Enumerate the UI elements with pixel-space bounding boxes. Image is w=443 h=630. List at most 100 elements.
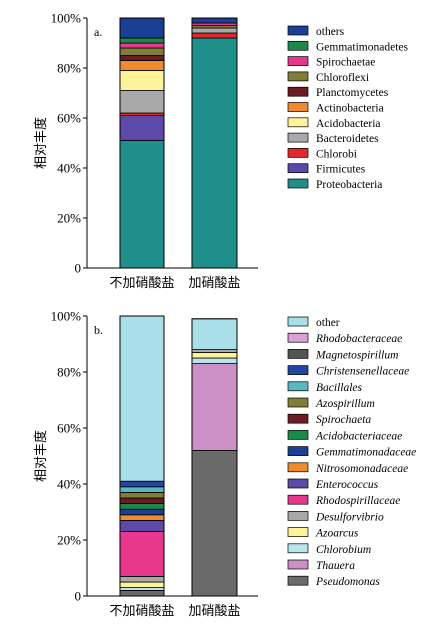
legend-label: Bacteroidetes [316,133,379,145]
legend-swatch [287,132,309,143]
bar-segment-proteobacteria-1 [119,140,165,269]
legend-label: Gemmatimonadetes [316,41,408,53]
legend-swatch [287,397,309,408]
panel-label: a. [94,25,102,39]
legend-swatch [287,332,309,343]
bar-segment-pseudomonas-2 [191,449,238,597]
legend-swatch [287,413,309,424]
y-tick-label: 80% [57,61,81,76]
legend-label: Christensenellaceae [316,366,409,378]
chart-panel-2: 不加硝酸盐 加硝酸盐 0 20% 40% 60% 80% 100% 相对丰度 b. other Rho… [33,309,416,620]
legend-label: Azospirillum [315,398,375,410]
legend-swatch [287,86,309,97]
bar-segment-others-1 [119,17,165,39]
bar-segment-desulforvibrio-1 [119,576,165,583]
bar-segment-others-2 [191,17,238,24]
bar-segment-proteobacteria-2 [191,37,238,269]
legend-swatch [287,365,309,375]
legend-swatch [287,511,309,521]
bar-segment-spirochaeta-1 [119,497,165,504]
legend-label: Azoarcus [315,528,359,540]
legend-label: Gemmatimonadaceae [316,447,416,459]
chart-panel-1: 不加硝酸盐 加硝酸盐 0 20% 40% 60% 80% 100% 相对丰度 a. others Ge… [33,11,408,292]
legend-swatch [287,349,309,359]
bar-segment-chloroflexi-1 [119,47,165,56]
legend-swatch [287,148,309,158]
bar-segment-thauera-2 [191,363,238,451]
y-tick-label: 40% [57,477,81,492]
bar-segment-azoarcus-2 [191,351,238,359]
legend: others Gemmatimonadetes Spirochaetae Chloro… [287,25,408,191]
bar-segment-bacillales-1 [119,486,165,493]
bar-segment-azospirillum-1 [119,491,165,499]
legend-swatch [287,494,309,505]
y-tick-label: 20% [57,211,81,226]
legend-swatch [287,117,309,128]
legend-label: Enterococcus [315,479,379,491]
y-tick-label: 80% [57,365,81,380]
legend-swatch [287,543,309,554]
legend-label: Chloroflexi [316,72,369,84]
legend-label: Magnetospirillum [315,349,398,361]
legend-label: Actinobacteria [316,103,384,115]
y-tick-label: 100% [51,309,82,324]
bar-segment-planctomycetes-1 [119,55,165,61]
legend-label: Desulforvibrio [315,511,384,523]
legend-label: other [316,317,340,329]
legend-swatch [287,430,309,440]
legend-label: Spirochaetae [316,57,375,69]
legend-label: others [316,26,345,38]
bar-segment-chlorobi-2 [191,32,238,39]
y-tick-label: 20% [57,533,81,548]
x-tick-label: 加硝酸盐 [188,604,240,619]
legend-swatch [287,163,309,174]
legend-label: Chlorobium [316,544,371,556]
y-tick-label: 0 [75,261,82,276]
legend-swatch [287,56,309,66]
y-tick-label: 60% [57,421,81,436]
x-tick-label: 加硝酸盐 [188,276,240,291]
y-tick-label: 100% [51,11,82,26]
bar-segment-chlorobium-1 [119,587,165,591]
legend-swatch [287,102,309,112]
bar-segment-desulforvibrio-2 [191,349,238,353]
legend-swatch [287,462,309,473]
legend-swatch [287,178,309,189]
legend-label: Acidobacteriaceae [315,430,402,442]
bar-segment-enterococcus-1 [119,520,165,533]
legend-label: Bacillales [316,382,363,394]
bar-segment-azoarcus-1 [119,581,165,588]
bar-segment-firmicutes-1 [119,115,165,141]
bar-segment-bacteroidetes-2 [191,27,238,34]
legend-label: Chlorobi [316,148,357,160]
panel-label: b. [94,323,103,337]
legend-swatch [287,527,309,537]
legend-label: Thauera [316,560,355,572]
legend-swatch [287,316,309,327]
bar-segment-pseudomonas-1 [119,590,165,597]
bar-segment-rhodospirillaceae-1 [119,531,165,577]
y-axis-label: 相对丰度 [33,117,49,169]
y-tick-label: 60% [57,111,81,126]
legend-swatch [287,446,309,456]
bar-segment-chlorobium-2 [191,357,238,364]
y-tick-label: 40% [57,161,81,176]
bar-segment-acidobacteriaceae-1 [119,503,165,510]
bar-segment-other-2 [191,318,238,350]
legend-label: Acidobacteria [316,118,381,130]
bar-segment-acidobacteria-1 [119,70,165,91]
legend-label: Rhodobacteraceae [315,333,402,345]
bar-segment-other-1 [119,315,165,482]
legend-swatch [287,40,309,51]
bar-segment-actinobacteria-1 [119,60,165,71]
y-axis-label: 相对丰度 [33,430,49,482]
bar-segment-spirochaetae-1 [119,42,165,49]
x-tick-label: 不加硝酸盐 [109,604,174,619]
legend-label: Firmicutes [316,164,366,176]
bar-segment-gemmatimonadaceae-1 [119,508,165,516]
legend-swatch [287,575,309,586]
legend-label: Nitrosomonadaceae [315,463,408,475]
legend-label: Rhodospirillaceae [315,495,400,507]
